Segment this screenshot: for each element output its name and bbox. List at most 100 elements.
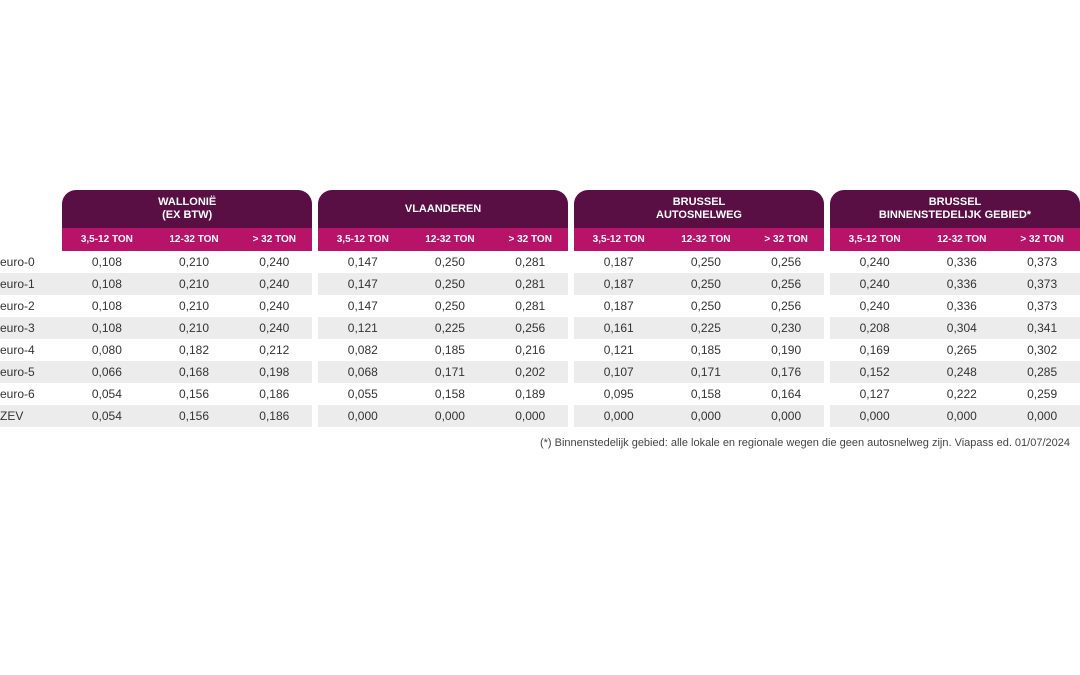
cell: 0,000	[407, 405, 492, 427]
cell: 0,127	[830, 383, 919, 405]
footnote: (*) Binnenstedelijk gebied: alle lokale …	[0, 427, 1080, 449]
cell: 0,095	[574, 383, 663, 405]
cell: 0,198	[236, 361, 312, 383]
region-header-3: BRUSSELBINNENSTEDELIJK GEBIED*	[830, 190, 1080, 228]
row-label: euro-6	[0, 383, 62, 405]
sub-header-2-1: 12-32 TON	[663, 228, 748, 251]
cell: 0,171	[407, 361, 492, 383]
sub-header-1-2: > 32 TON	[492, 228, 568, 251]
cell: 0,161	[574, 317, 663, 339]
cell: 0,000	[663, 405, 748, 427]
cell: 0,107	[574, 361, 663, 383]
cell: 0,147	[318, 273, 407, 295]
cell: 0,281	[492, 273, 568, 295]
cell: 0,164	[748, 383, 824, 405]
cell: 0,158	[407, 383, 492, 405]
cell: 0,250	[663, 295, 748, 317]
cell: 0,256	[748, 273, 824, 295]
table-row: euro-40,0800,1820,212 0,082 0,185 0,216 0,12…	[0, 339, 1080, 361]
cell: 0,240	[236, 295, 312, 317]
sub-header-3-1: 12-32 TON	[919, 228, 1004, 251]
cell: 0,156	[152, 383, 237, 405]
cell: 0,000	[1004, 405, 1080, 427]
table-row: ZEV0,0540,1560,1860,0000,0000,0000,0000,…	[0, 405, 1080, 427]
table-row: euro-50,0660,1680,1980,0680,1710,2020,10…	[0, 361, 1080, 383]
cell: 0,000	[318, 405, 407, 427]
cell: 0,210	[152, 273, 237, 295]
cell: 0,055	[318, 383, 407, 405]
cell: 0,108	[62, 251, 151, 273]
cell: 0,285	[1004, 361, 1080, 383]
table-row: euro-30,1080,2100,2400,1210,2250,2560,16…	[0, 317, 1080, 339]
cell: 0,281	[492, 295, 568, 317]
cell: 0,202	[492, 361, 568, 383]
cell: 0,250	[407, 295, 492, 317]
sub-header-0-1: 12-32 TON	[152, 228, 237, 251]
cell: 0,189	[492, 383, 568, 405]
cell: 0,225	[663, 317, 748, 339]
cell: 0,108	[62, 295, 151, 317]
cell: 0,212	[236, 339, 312, 361]
cell: 0,240	[830, 273, 919, 295]
cell: 0,121	[574, 339, 663, 361]
cell: 0,169	[830, 339, 919, 361]
cell: 0,248	[919, 361, 1004, 383]
cell: 0,185	[663, 339, 748, 361]
table-row: euro-20,1080,2100,2400,1470,2500,2810,18…	[0, 295, 1080, 317]
region-header-0: WALLONIË(EX BTW)	[62, 190, 312, 228]
cell: 0,152	[830, 361, 919, 383]
cell: 0,281	[492, 251, 568, 273]
cell: 0,250	[663, 251, 748, 273]
row-label: euro-1	[0, 273, 62, 295]
row-label: ZEV	[0, 405, 62, 427]
sub-header-2-2: > 32 TON	[748, 228, 824, 251]
cell: 0,171	[663, 361, 748, 383]
cell: 0,108	[62, 273, 151, 295]
cell: 0,302	[1004, 339, 1080, 361]
cell: 0,208	[830, 317, 919, 339]
cell: 0,225	[407, 317, 492, 339]
cell: 0,336	[919, 273, 1004, 295]
cell: 0,240	[830, 251, 919, 273]
cell: 0,256	[748, 251, 824, 273]
cell: 0,187	[574, 251, 663, 273]
cell: 0,216	[492, 339, 568, 361]
row-label: euro-2	[0, 295, 62, 317]
cell: 0,210	[152, 251, 237, 273]
cell: 0,222	[919, 383, 1004, 405]
cell: 0,000	[748, 405, 824, 427]
cell: 0,082	[318, 339, 407, 361]
cell: 0,080	[62, 339, 151, 361]
cell: 0,000	[919, 405, 1004, 427]
cell: 0,240	[236, 251, 312, 273]
rate-table-body: euro-00,1080,2100,2400,1470,2500,2810,18…	[0, 251, 1080, 427]
cell: 0,176	[748, 361, 824, 383]
cell: 0,066	[62, 361, 151, 383]
cell: 0,240	[236, 317, 312, 339]
cell: 0,156	[152, 405, 237, 427]
cell: 0,250	[663, 273, 748, 295]
cell: 0,190	[748, 339, 824, 361]
rate-table-container: WALLONIË(EX BTW)VLAANDERENBRUSSELAUTOSNE…	[0, 190, 1080, 449]
cell: 0,000	[830, 405, 919, 427]
cell: 0,240	[830, 295, 919, 317]
cell: 0,336	[919, 251, 1004, 273]
cell: 0,304	[919, 317, 1004, 339]
cell: 0,265	[919, 339, 1004, 361]
row-label: euro-4	[0, 339, 62, 361]
sub-header-3-0: 3,5-12 TON	[830, 228, 919, 251]
cell: 0,230	[748, 317, 824, 339]
cell: 0,054	[62, 405, 151, 427]
row-label: euro-0	[0, 251, 62, 273]
region-header-1: VLAANDEREN	[318, 190, 568, 228]
cell: 0,121	[318, 317, 407, 339]
cell: 0,210	[152, 317, 237, 339]
cell: 0,256	[748, 295, 824, 317]
cell: 0,186	[236, 405, 312, 427]
unit-label: (€ / km)	[0, 228, 62, 251]
cell: 0,341	[1004, 317, 1080, 339]
cell: 0,147	[318, 295, 407, 317]
cell: 0,182	[152, 339, 237, 361]
region-header-2: BRUSSELAUTOSNELWEG	[574, 190, 824, 228]
row-label: euro-5	[0, 361, 62, 383]
